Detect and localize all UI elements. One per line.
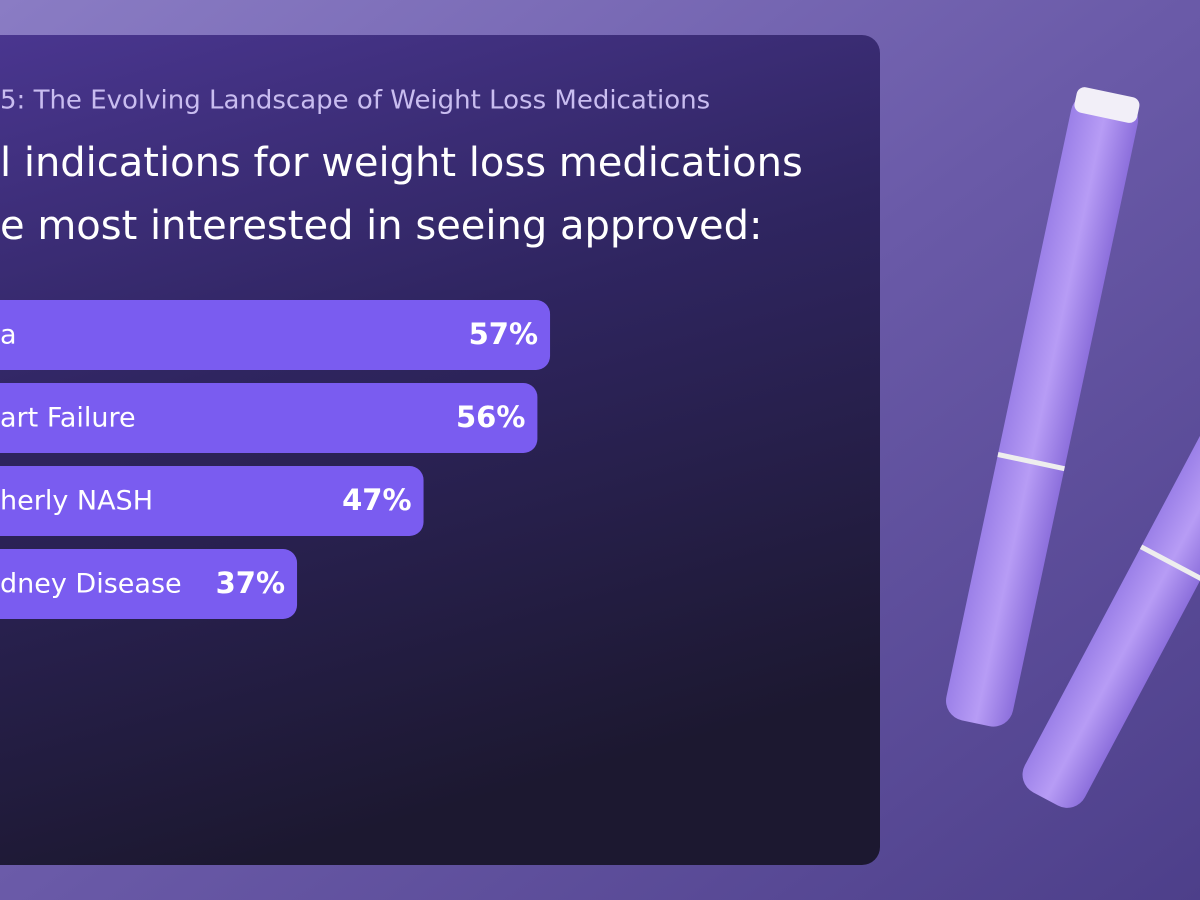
- category-label: herly NASH: [0, 486, 153, 517]
- value-label: 57%: [469, 317, 538, 351]
- pen: [946, 87, 1140, 727]
- value-label: 37%: [216, 566, 285, 600]
- category-label: art Failure: [0, 403, 136, 434]
- bar: [0, 549, 298, 619]
- bar: [0, 300, 551, 370]
- category-label: dney Disease: [0, 569, 182, 600]
- category-label: a: [0, 320, 17, 351]
- bar: [0, 466, 424, 536]
- pen: [1022, 366, 1200, 808]
- bar: [0, 383, 538, 453]
- value-label: 56%: [456, 400, 525, 434]
- subtitle: 5: The Evolving Landscape of Weight Loss…: [0, 86, 710, 116]
- value-label: 47%: [342, 483, 411, 517]
- title: e most interested in seeing approved:: [0, 203, 762, 249]
- title: l indications for weight loss medication…: [0, 140, 803, 186]
